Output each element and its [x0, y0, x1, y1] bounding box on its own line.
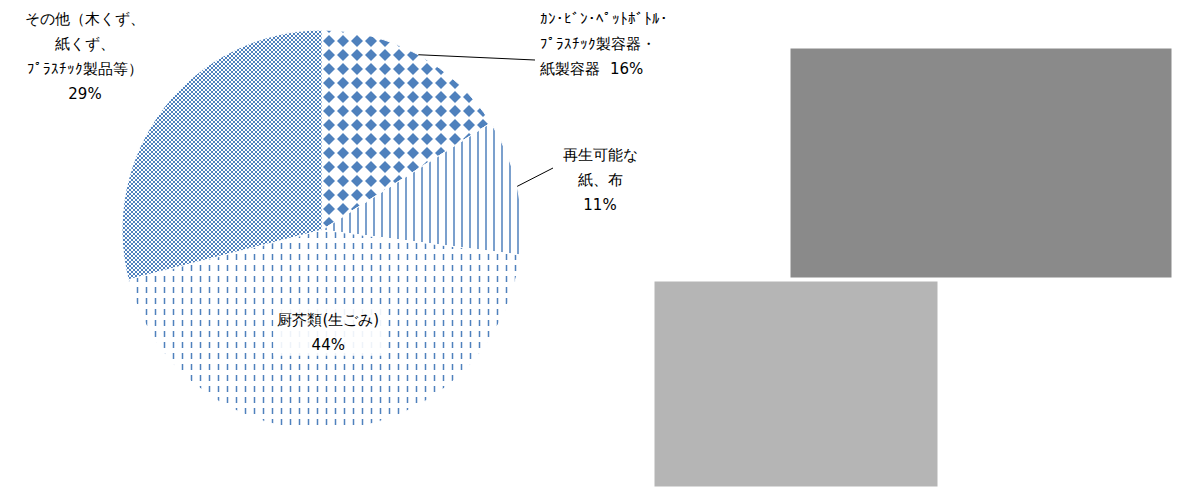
- photo: [790, 48, 1172, 278]
- chart: ｶﾝ・ﾋﾞﾝ･ﾍﾟｯﾄﾎﾞﾄﾙ・ﾌﾟﾗｽﾁｯｸ製容器・紙製容器16%再生可能な紙…: [0, 0, 1178, 492]
- value-label: 11%: [583, 196, 616, 214]
- category-label: ﾌﾟﾗｽﾁｯｸ製品等）: [27, 60, 143, 78]
- category-label: 厨芥類(生ごみ): [277, 311, 379, 329]
- leader-line: [517, 168, 553, 186]
- label-background: [273, 309, 383, 356]
- slice: [122, 30, 322, 280]
- pie: [122, 30, 522, 430]
- category-label: 紙、布: [578, 171, 623, 189]
- value-label: 44%: [312, 336, 345, 354]
- slice-label: その他（木くず、紙くず、 ﾌﾟﾗｽﾁｯｸ製品等） 29%: [25, 10, 145, 103]
- photo: [653, 280, 939, 488]
- value-label: 29%: [68, 85, 101, 103]
- category-label: ﾌﾟﾗｽﾁｯｸ製容器・: [540, 35, 656, 53]
- category-label: 再生可能な: [563, 146, 638, 164]
- slice-label: ｶﾝ・ﾋﾞﾝ･ﾍﾟｯﾄﾎﾞﾄﾙ・ ﾌﾟﾗｽﾁｯｸ製容器・紙製容器 16%: [540, 10, 668, 78]
- category-label: 紙くず、: [55, 35, 115, 53]
- category-label: その他（木くず、: [25, 10, 145, 28]
- slice-label: 再生可能な紙、布 11%: [563, 146, 638, 214]
- value-label: 16%: [610, 60, 643, 78]
- category-label: 紙製容器: [540, 60, 600, 78]
- category-label: ｶﾝ・ﾋﾞﾝ･ﾍﾟｯﾄﾎﾞﾄﾙ・: [540, 10, 668, 28]
- slice-label: 厨芥類(生ごみ) 44%: [277, 311, 379, 354]
- leader-line: [418, 55, 535, 60]
